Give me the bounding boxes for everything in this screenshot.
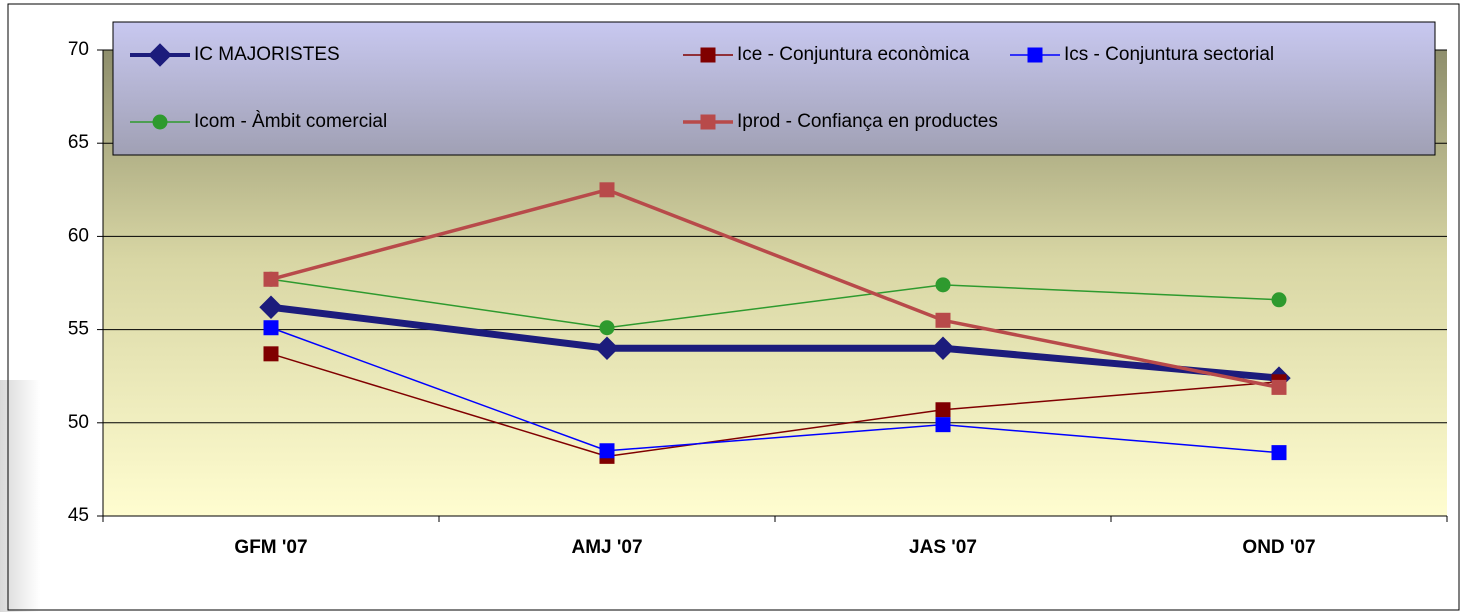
data-point: [1271, 445, 1287, 461]
data-point: [935, 402, 951, 418]
data-point: [599, 320, 615, 336]
data-point: [595, 336, 619, 360]
legend-label: Icom - Àmbit comercial: [194, 111, 387, 132]
legend: IC MAJORISTES Ice - Conjuntura econòmica I…: [112, 21, 1436, 156]
y-tick-label: 55: [68, 319, 89, 340]
series-line: [270, 188, 1280, 390]
legend-label: Ics - Conjuntura sectorial: [1064, 44, 1274, 65]
x-tick-label: GFM '07: [234, 537, 307, 558]
data-point: [263, 271, 279, 287]
legend-label: IC MAJORISTES: [194, 44, 340, 65]
data-point: [935, 277, 951, 293]
series-line: [270, 278, 1280, 329]
y-tick-label: 70: [68, 39, 89, 60]
series-line: [270, 303, 1280, 382]
legend-marker: [700, 47, 716, 63]
data-point: [935, 417, 951, 433]
series-line: [270, 353, 1280, 458]
series-line: [270, 327, 1280, 454]
data-point: [931, 336, 955, 360]
x-tick-label: JAS '07: [909, 537, 977, 558]
legend-marker: [700, 114, 716, 130]
legend-label: Iprod - Confiança en productes: [737, 111, 998, 132]
data-point: [259, 295, 283, 319]
legend-marker: [152, 114, 168, 130]
data-point: [935, 312, 951, 328]
y-tick-label: 60: [68, 225, 89, 246]
data-point: [263, 346, 279, 362]
data-point: [1271, 379, 1287, 395]
frame-shade: [0, 380, 40, 612]
x-tick-label: AMJ '07: [571, 537, 642, 558]
data-point: [599, 443, 615, 459]
legend-label: Ice - Conjuntura econòmica: [737, 44, 970, 65]
legend-box: [112, 21, 1436, 156]
frame: [7, 3, 1460, 611]
y-tick-label: 45: [68, 505, 89, 526]
series: [259, 182, 1291, 464]
y-tick-label: 65: [68, 132, 89, 153]
x-tick-label: OND '07: [1242, 537, 1315, 558]
data-point: [1271, 292, 1287, 308]
data-point: [599, 182, 615, 198]
legend-marker: [1027, 47, 1043, 63]
y-tick-label: 50: [68, 412, 89, 433]
legend-marker: [148, 43, 172, 67]
data-point: [263, 320, 279, 336]
